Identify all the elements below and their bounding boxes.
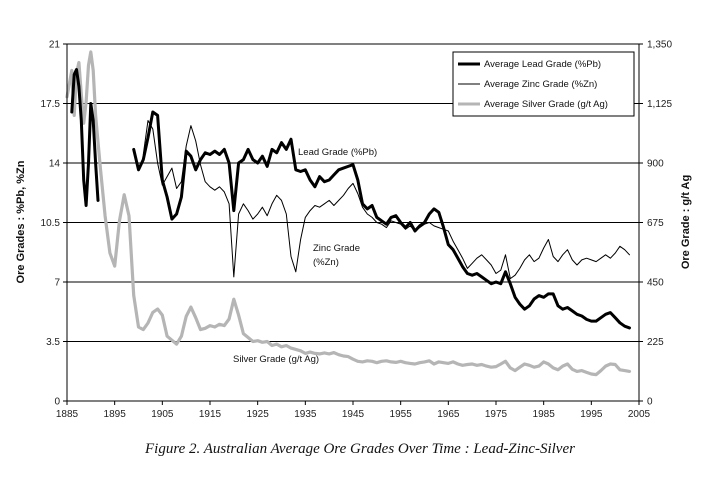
left-tick-label: 10.5 [41, 218, 61, 229]
left-tick-label: 17.5 [41, 99, 61, 110]
right-tick-label: 450 [647, 278, 664, 289]
silver-annotation: Silver Grade (g/t Ag) [233, 354, 319, 365]
right-tick-labels: 0 225 450 675 900 1,125 1,350 [639, 40, 672, 408]
annotations: Lead Grade (%Pb) Zinc Grade (%Zn) Silver… [233, 147, 377, 365]
x-tick-label: 1905 [151, 409, 174, 420]
x-tick-label: 1935 [294, 409, 317, 420]
legend-label-silver: Average Silver Grade (g/t Ag) [484, 99, 608, 110]
right-tick-label: 675 [647, 218, 664, 229]
left-tick-labels: 0 3.5 7 10.5 14 17.5 21 [41, 40, 67, 408]
x-tick-label: 1995 [580, 409, 603, 420]
x-tick-label: 1965 [437, 409, 460, 420]
x-tick-label: 1925 [247, 409, 270, 420]
lead-annotation: Lead Grade (%Pb) [298, 147, 377, 158]
lead-series-line-1 [132, 110, 631, 330]
zinc-series-line [142, 120, 630, 280]
legend-label-lead: Average Lead Grade (%Pb) [484, 59, 601, 70]
x-tick-label: 1975 [485, 409, 508, 420]
right-tick-label: 1,125 [647, 99, 672, 110]
right-tick-label: 1,350 [647, 40, 672, 51]
series-layer [65, 50, 632, 377]
right-tick-label: 900 [647, 159, 664, 170]
x-tick-label: 2005 [628, 409, 651, 420]
x-tick-labels: 1885 1895 1905 1915 1925 1935 1945 1955 1965 1975… [56, 401, 651, 420]
lead-series-line [70, 68, 100, 207]
left-tick-label: 21 [49, 40, 61, 51]
left-tick-label: 0 [54, 397, 60, 408]
x-tick-label: 1915 [199, 409, 222, 420]
right-tick-label: 225 [647, 337, 664, 348]
silver-series-line [65, 50, 632, 377]
figure-caption: Figure 2. Australian Average Ore Grades … [145, 441, 575, 457]
x-tick-label: 1945 [342, 409, 365, 420]
left-tick-label: 14 [49, 159, 61, 170]
x-tick-label: 1885 [56, 409, 79, 420]
left-axis-title: Ore Grades : %Pb, %Zn [15, 160, 27, 283]
legend-box [452, 51, 635, 117]
right-tick-label: 0 [647, 397, 653, 408]
zinc-annotation-line1: Zinc Grade [313, 243, 360, 254]
x-tick-label: 1985 [533, 409, 556, 420]
legend-label-zinc: Average Zinc Grade (%Zn) [484, 79, 597, 90]
left-tick-label: 7 [54, 278, 60, 289]
left-tick-label: 3.5 [46, 337, 60, 348]
x-tick-label: 1895 [104, 409, 127, 420]
right-axis-title: Ore Grade : g/t Ag [680, 175, 692, 269]
x-tick-label: 1955 [390, 409, 413, 420]
zinc-annotation-line2: (%Zn) [313, 257, 339, 268]
legend: Average Lead Grade (%Pb) Average Zinc Gr… [452, 51, 635, 117]
